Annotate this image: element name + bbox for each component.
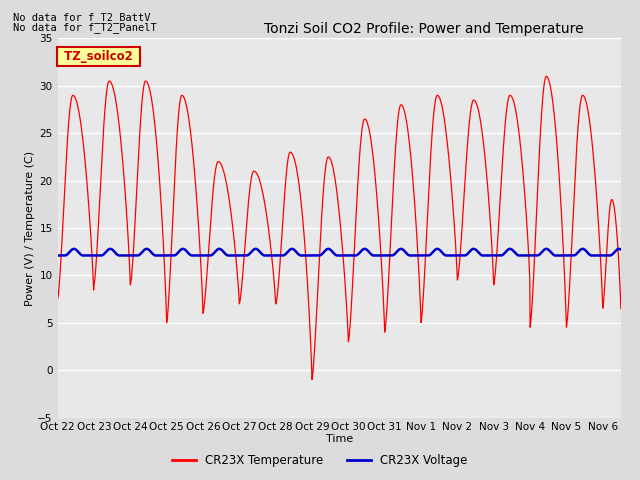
Text: No data for f_T2_BattV: No data for f_T2_BattV <box>13 12 150 23</box>
Legend: CR23X Temperature, CR23X Voltage: CR23X Temperature, CR23X Voltage <box>168 449 472 472</box>
Title: Tonzi Soil CO2 Profile: Power and Temperature: Tonzi Soil CO2 Profile: Power and Temper… <box>264 22 584 36</box>
Text: No data for f_T2_PanelT: No data for f_T2_PanelT <box>13 22 157 33</box>
X-axis label: Time: Time <box>326 434 353 444</box>
Text: TZ_soilco2: TZ_soilco2 <box>60 50 138 63</box>
Y-axis label: Power (V) / Temperature (C): Power (V) / Temperature (C) <box>24 150 35 306</box>
